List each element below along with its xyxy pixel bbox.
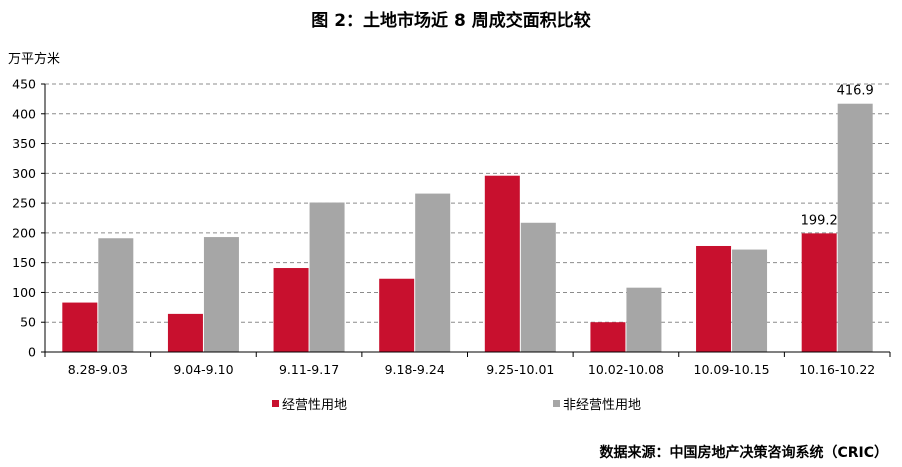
legend-swatch [553, 400, 560, 407]
y-tick-label: 50 [20, 315, 36, 330]
y-axis-ticks: 0 50 100 150 200 250 300 350 400 450 [12, 77, 45, 360]
bar-series1 [590, 322, 626, 352]
data-label: 416.9 [837, 84, 874, 99]
bar-series1 [167, 313, 203, 352]
legend-swatch [272, 400, 279, 407]
bar-series1 [801, 233, 837, 352]
bar-series2 [309, 202, 345, 352]
bar-series2 [520, 222, 556, 352]
x-tick-label: 10.02-10.08 [588, 362, 664, 377]
source-note: 数据来源：中国房地产决策咨询系统（CRIC） [599, 445, 888, 461]
y-tick-label: 150 [12, 255, 36, 270]
y-tick-label: 300 [12, 166, 36, 181]
y-tick-label: 100 [12, 285, 36, 300]
x-tick-label: 9.11-9.17 [279, 362, 339, 377]
data-labels: 199.2 416.9 [801, 84, 874, 229]
bar-series2 [837, 103, 873, 352]
bar-series2 [415, 193, 451, 352]
x-axis-ticks: 8.28-9.03 9.04-9.10 9.11-9.17 9.18-9.24 9.25… [44, 352, 891, 377]
y-tick-label: 400 [12, 106, 36, 121]
bar-series1 [379, 278, 415, 352]
bar-series2 [626, 287, 662, 352]
y-tick-label: 350 [12, 136, 36, 151]
legend: 经营性用地 非经营性用地 [272, 398, 641, 413]
legend-label: 经营性用地 [282, 398, 347, 413]
grid-lines [45, 83, 890, 323]
y-tick-label: 0 [28, 345, 36, 360]
bar-series2 [732, 249, 768, 352]
legend-label: 非经营性用地 [563, 398, 641, 413]
y-tick-label: 250 [12, 196, 36, 211]
bar-series2 [98, 238, 134, 352]
y-tick-label: 450 [12, 77, 36, 92]
x-tick-label: 10.09-10.15 [694, 362, 770, 377]
bar-series1 [62, 302, 98, 352]
bar-series1 [696, 245, 732, 352]
bar-series1 [484, 175, 520, 352]
data-label: 199.2 [801, 213, 838, 228]
x-tick-label: 10.16-10.22 [799, 362, 875, 377]
y-axis-unit-label: 万平方米 [8, 51, 60, 67]
y-tick-label: 200 [12, 225, 36, 240]
bars [62, 103, 873, 352]
x-tick-label: 8.28-9.03 [68, 362, 128, 377]
x-tick-label: 9.18-9.24 [385, 362, 445, 377]
x-tick-label: 9.25-10.01 [486, 362, 554, 377]
bar-series1 [273, 268, 309, 352]
bar-chart: 万平方米 0 50 100 150 200 250 300 350 400 450 8.28-9.… [8, 51, 891, 413]
axes [44, 84, 890, 353]
x-tick-label: 9.04-9.10 [173, 362, 233, 377]
bar-series2 [203, 237, 239, 352]
chart-title: 图 2：土地市场近 8 周成交面积比较 [311, 11, 591, 31]
